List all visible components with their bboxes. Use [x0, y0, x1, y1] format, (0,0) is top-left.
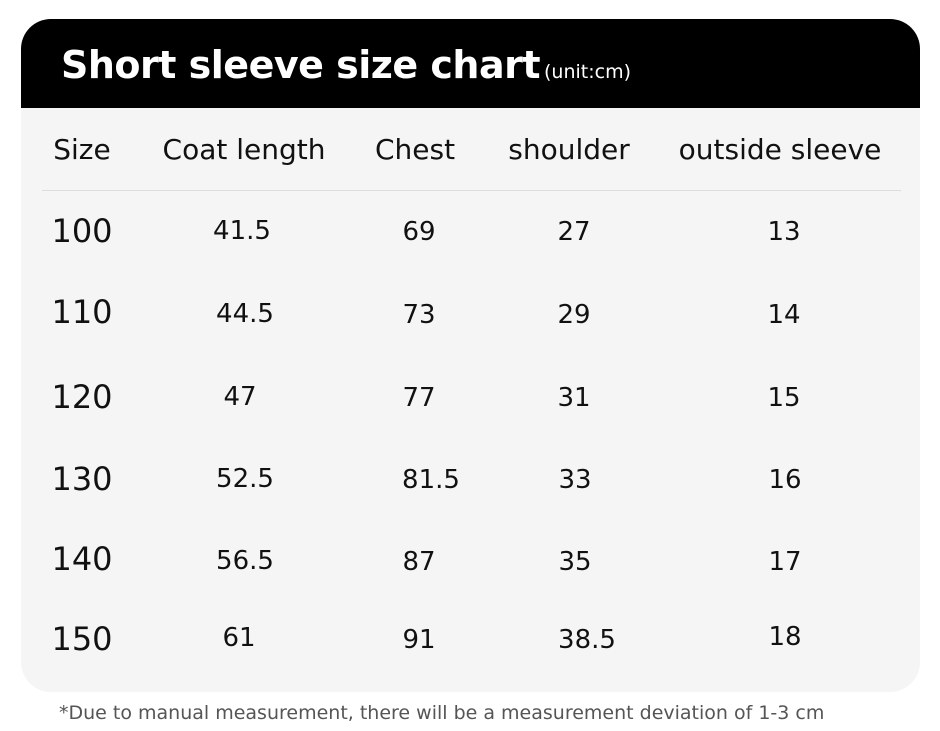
table-cell-size: 150 — [51, 620, 113, 658]
table-cell-size: 140 — [51, 540, 113, 578]
column-header-chest: Chest — [374, 133, 456, 166]
table-cell-coat-length: 61 — [222, 623, 256, 653]
table-cell-size: 110 — [51, 293, 113, 331]
table-cell-size: 130 — [51, 460, 113, 498]
column-header-size: Size — [53, 133, 111, 166]
chart-title: Short sleeve size chart (unit:cm) — [61, 41, 631, 96]
table-cell-outside-sleeve: 17 — [768, 547, 802, 577]
table-cell-coat-length: 44.5 — [216, 299, 274, 329]
measurement-note: *Due to manual measurement, there will b… — [59, 702, 825, 724]
column-header-outside-sleeve: outside sleeve — [678, 133, 882, 166]
header-divider — [42, 190, 901, 191]
table-cell-shoulder: 27 — [557, 217, 591, 247]
table-cell-size: 120 — [51, 378, 113, 416]
size-chart-card: Short sleeve size chart (unit:cm) Size Co… — [21, 19, 920, 692]
table-cell-chest: 77 — [402, 383, 436, 413]
table-cell-coat-length: 41.5 — [213, 216, 271, 246]
table-cell-shoulder: 38.5 — [558, 625, 616, 655]
table-cell-shoulder: 29 — [557, 300, 591, 330]
unit-label: (unit:cm) — [544, 61, 632, 83]
table-cell-coat-length: 47 — [223, 382, 257, 412]
table-cell-outside-sleeve: 15 — [767, 383, 801, 413]
table-cell-chest: 81.5 — [402, 465, 460, 495]
table-cell-coat-length: 56.5 — [216, 546, 274, 576]
table-cell-chest: 91 — [402, 625, 436, 655]
column-header-coat-length: Coat length — [162, 133, 326, 166]
table-cell-outside-sleeve: 16 — [768, 465, 802, 495]
table-cell-shoulder: 33 — [558, 465, 592, 495]
column-header-shoulder: shoulder — [508, 133, 630, 166]
table-cell-chest: 87 — [402, 547, 436, 577]
table-cell-shoulder: 35 — [558, 547, 592, 577]
table-cell-chest: 69 — [402, 217, 436, 247]
table-cell-outside-sleeve: 13 — [767, 217, 801, 247]
table-cell-size: 100 — [51, 212, 113, 250]
table-cell-outside-sleeve: 14 — [767, 300, 801, 330]
table-cell-shoulder: 31 — [557, 383, 591, 413]
chart-header: Short sleeve size chart (unit:cm) — [21, 19, 920, 108]
chart-title-text: Short sleeve size chart — [61, 43, 541, 87]
table-cell-coat-length: 52.5 — [216, 464, 274, 494]
table-cell-chest: 73 — [402, 300, 436, 330]
table-cell-outside-sleeve: 18 — [768, 622, 802, 652]
